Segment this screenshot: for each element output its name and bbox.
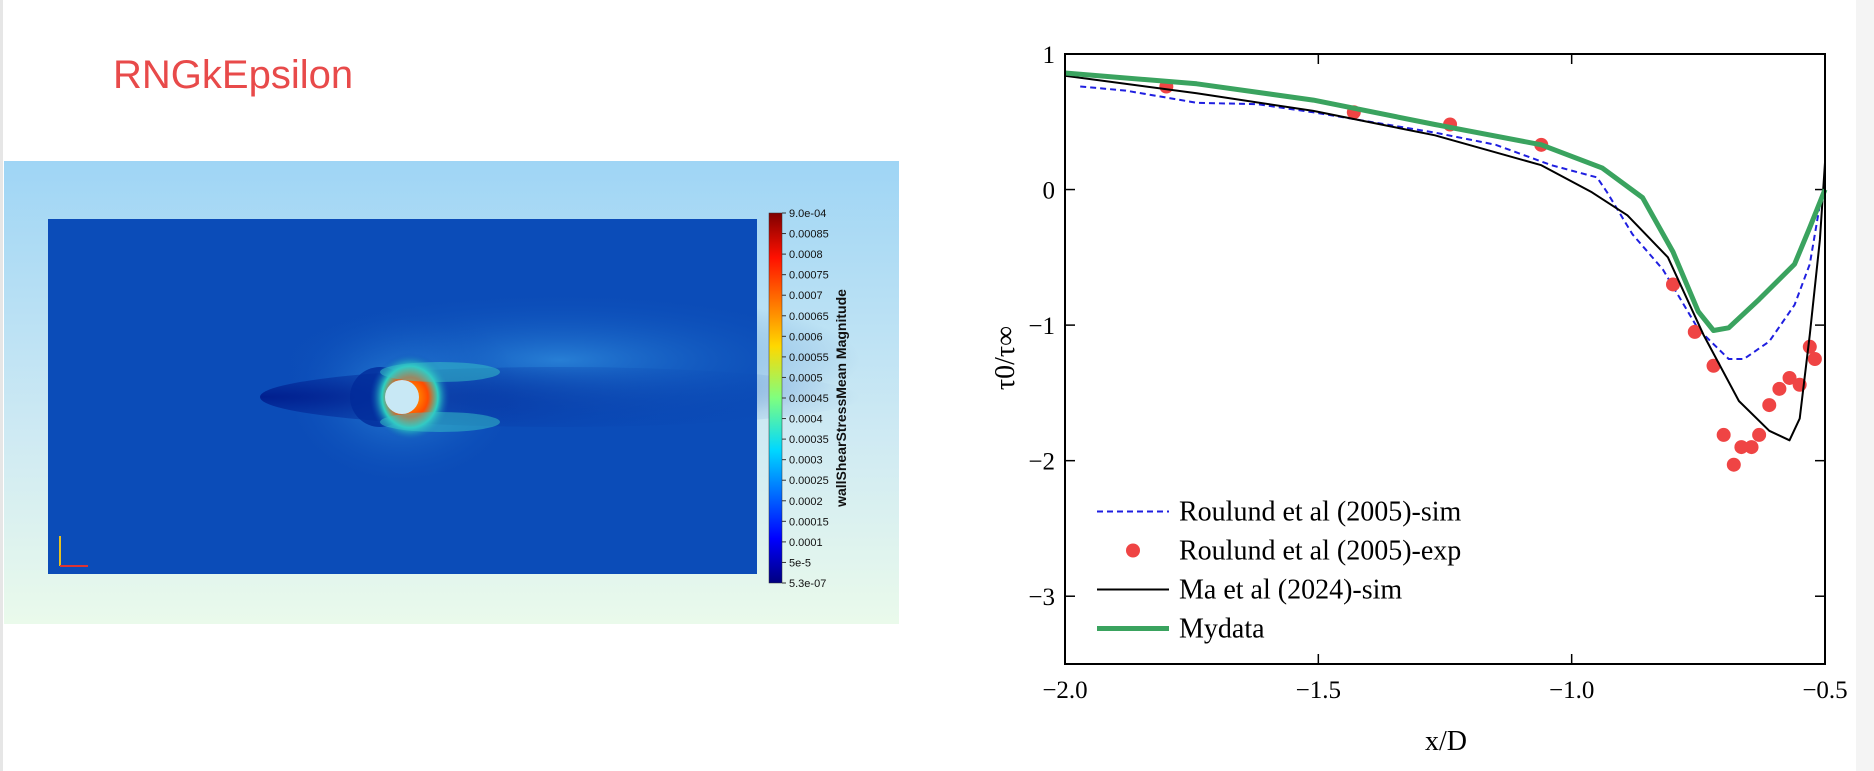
y-tick-label: −2 [1028,449,1055,476]
data-point [1762,398,1777,413]
x-tick-label: −1.5 [1296,677,1341,704]
x-tick-label: −2.0 [1042,677,1087,704]
colorbar-tick-label: 0.0008 [789,249,823,261]
plot-frame [1064,53,1826,665]
colorbar-tick-label: 0.00025 [789,475,829,487]
colorbar-tick-label: 0.0001 [789,537,823,549]
data-point [1782,370,1797,385]
colorbar-tick-label: 5e-5 [789,557,811,569]
colorbar-label: wallShearStressMean Magnitude [833,289,849,508]
data-point [1744,440,1759,455]
data-point [1687,324,1702,339]
legend-label: Mydata [1179,614,1265,645]
data-line [1064,74,1826,442]
x-tick-label: −1.0 [1549,677,1594,704]
data-point [1807,352,1822,366]
colorbar-tick-label: 0.00075 [789,270,829,282]
y-axis-label: τ0/τ∞ [990,326,1021,390]
data-point [1734,440,1749,455]
colorbar-tick-label: 0.00015 [789,516,829,528]
slide-title: RNGkEpsilon [113,53,353,97]
colorbar-tick-label: 0.0007 [789,290,823,302]
data-point [1706,358,1721,373]
x-axis-label: x/D [1425,726,1467,757]
colorbar-tick-label: 0.00065 [789,311,829,323]
colorbar-tick-label: 0.00055 [789,352,829,364]
colorbar-tick-label: 0.0003 [789,455,823,467]
data-point [1802,339,1817,354]
colorbar-tick-label: 0.0002 [789,496,823,508]
contour-image [4,161,899,624]
data-point [1772,381,1787,396]
data-point [1752,427,1767,442]
colorbar-tick-label: 0.00035 [789,434,829,446]
colorbar-tick-label: 0.00045 [789,393,829,405]
legend-label: Roulund et al (2005)-exp [1179,536,1461,567]
data-line [1064,70,1828,333]
y-tick-label: −1 [1028,313,1055,340]
y-tick-label: 1 [1043,42,1056,69]
data-point [1726,457,1741,472]
slide-edge [0,0,3,771]
slide-edge [1856,0,1874,771]
colorbar-tick-label: 0.0006 [789,331,823,343]
colorbar-tick-label: 0.00085 [789,229,829,241]
colorbar-tick-label: 0.0005 [789,372,823,384]
data-point [1666,277,1680,292]
colorbar-tick-label: 5.3e-07 [789,578,826,590]
legend-label: Roulund et al (2005)-sim [1179,497,1462,528]
data-line [1080,85,1821,360]
legend-marker [1126,543,1140,558]
colorbar-tick-label: 9.0e-04 [789,208,826,220]
y-tick-label: 0 [1043,178,1056,205]
x-tick-label: −0.5 [1802,677,1847,704]
data-point [1716,427,1731,442]
colorbar-tick-label: 0.0004 [789,414,823,426]
legend-label: Ma et al (2024)-sim [1179,575,1402,606]
y-tick-label: −3 [1028,584,1055,611]
